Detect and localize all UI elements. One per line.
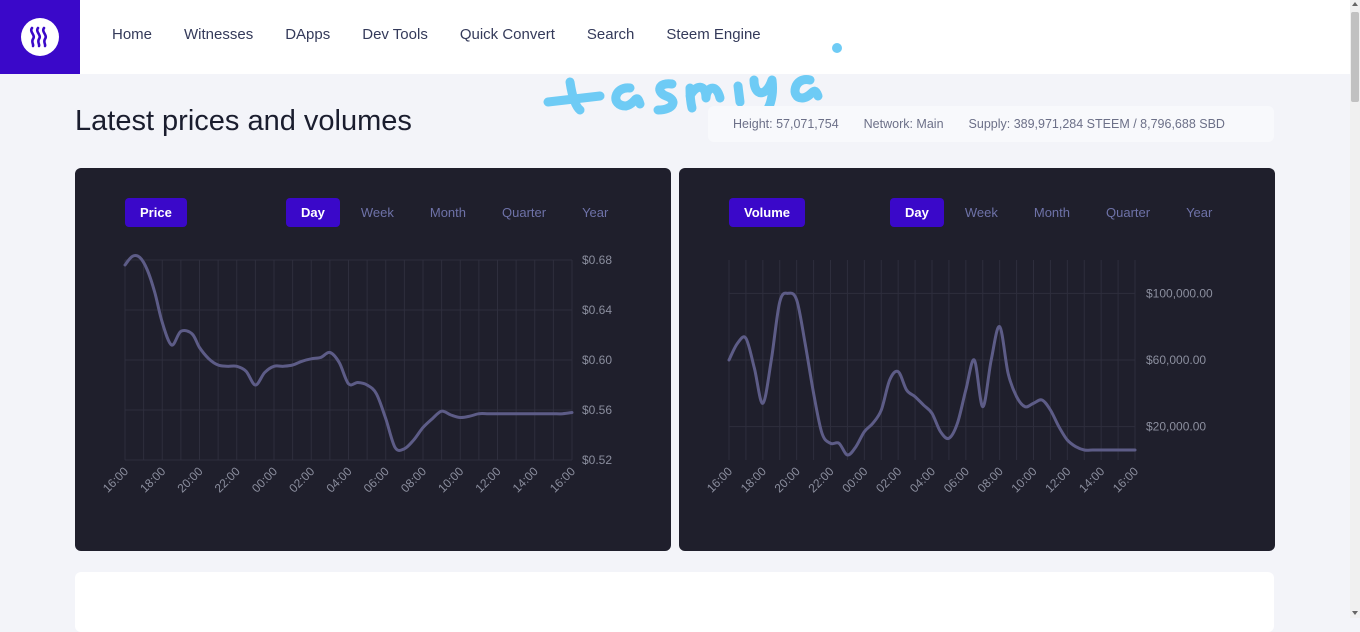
price-range-month[interactable]: Month <box>429 205 466 220</box>
price-range-quarter[interactable]: Quarter <box>502 205 547 220</box>
scroll-down-arrow-icon[interactable] <box>1352 611 1358 615</box>
volume-range-quarter[interactable]: Quarter <box>1106 205 1151 220</box>
handwritten-watermark <box>543 43 842 120</box>
x-tick-label: 16:00 <box>1110 464 1141 495</box>
series-line <box>727 291 1137 457</box>
x-tick-label: 08:00 <box>398 464 429 495</box>
block-height: Height: 57,071,754 <box>733 117 839 131</box>
scroll-thumb[interactable] <box>1351 12 1359 102</box>
volume-chart-panel: Volume Day Week Month Quarter Year $100,… <box>679 168 1275 551</box>
y-tick-label: $0.56 <box>582 403 612 417</box>
y-tick-label: $0.60 <box>582 353 612 367</box>
content-card <box>75 572 1274 632</box>
series-line <box>123 254 574 452</box>
volume-range-tabs: Day Week Month Quarter Year <box>890 198 1233 227</box>
nav-search[interactable]: Search <box>586 25 635 43</box>
x-tick-label: 10:00 <box>435 464 466 495</box>
x-tick-label: 02:00 <box>873 464 904 495</box>
x-tick-label: 14:00 <box>510 464 541 495</box>
nav-quick-convert[interactable]: Quick Convert <box>459 25 555 43</box>
y-tick-label: $20,000.00 <box>1146 420 1206 434</box>
x-tick-label: 18:00 <box>738 464 769 495</box>
chart-grid <box>728 260 1136 460</box>
x-tick-label: 04:00 <box>323 464 354 495</box>
y-tick-label: $100,000.00 <box>1146 286 1213 300</box>
volume-range-year[interactable]: Year <box>1186 205 1213 220</box>
x-tick-label: 20:00 <box>772 464 803 495</box>
volume-range-month[interactable]: Month <box>1033 205 1070 220</box>
x-tick-label: 02:00 <box>286 464 317 495</box>
volume-metric-button[interactable]: Volume <box>729 198 805 227</box>
price-range-week[interactable]: Week <box>360 205 394 220</box>
x-tick-label: 22:00 <box>805 464 836 495</box>
x-tick-label: 14:00 <box>1076 464 1107 495</box>
page-scrollbar[interactable] <box>1350 0 1360 618</box>
nav-witnesses[interactable]: Witnesses <box>184 25 254 43</box>
y-tick-label: $0.52 <box>582 453 612 467</box>
nav-home[interactable]: Home <box>112 25 153 43</box>
network-name: Network: Main <box>863 117 944 131</box>
x-tick-label: 18:00 <box>137 464 168 495</box>
price-chart-panel: Price Day Week Month Quarter Year $0.68 $… <box>75 168 671 551</box>
y-tick-label: $0.68 <box>582 253 612 267</box>
main-nav: Home Witnesses DApps Dev Tools Quick Con… <box>112 0 793 68</box>
y-tick-label: $0.64 <box>582 303 612 317</box>
volume-range-day[interactable]: Day <box>890 198 944 227</box>
chart-grid <box>124 259 573 461</box>
x-tick-label: 12:00 <box>472 464 503 495</box>
nav-dapps[interactable]: DApps <box>285 25 331 43</box>
steem-logo[interactable] <box>0 0 80 74</box>
network-stats-bar: Height: 57,071,754 Network: Main Supply:… <box>708 106 1274 142</box>
x-tick-label: 12:00 <box>1042 464 1073 495</box>
x-tick-label: 20:00 <box>174 464 205 495</box>
price-range-day[interactable]: Day <box>286 198 340 227</box>
x-tick-label: 08:00 <box>975 464 1006 495</box>
top-navbar: Home Witnesses DApps Dev Tools Quick Con… <box>0 0 1350 74</box>
page-title: Latest prices and volumes <box>75 105 412 137</box>
x-tick-label: 00:00 <box>249 464 280 495</box>
x-tick-label: 06:00 <box>941 464 972 495</box>
token-supply: Supply: 389,971,284 STEEM / 8,796,688 SB… <box>968 117 1225 131</box>
steem-logo-icon <box>21 18 59 56</box>
price-metric-button[interactable]: Price <box>125 198 187 227</box>
scroll-up-arrow-icon[interactable] <box>1352 2 1358 6</box>
nav-steem-engine[interactable]: Steem Engine <box>666 25 761 43</box>
x-tick-label: 16:00 <box>100 464 131 495</box>
nav-dev-tools[interactable]: Dev Tools <box>362 25 428 43</box>
x-tick-label: 04:00 <box>907 464 938 495</box>
x-tick-label: 22:00 <box>212 464 243 495</box>
price-range-tabs: Day Week Month Quarter Year <box>286 198 629 227</box>
volume-range-week[interactable]: Week <box>964 205 998 220</box>
x-tick-label: 10:00 <box>1008 464 1039 495</box>
x-tick-label: 06:00 <box>361 464 392 495</box>
x-tick-label: 16:00 <box>547 464 578 495</box>
x-tick-label: 16:00 <box>704 464 735 495</box>
y-tick-label: $60,000.00 <box>1146 353 1206 367</box>
price-range-year[interactable]: Year <box>582 205 609 220</box>
x-tick-label: 00:00 <box>839 464 870 495</box>
